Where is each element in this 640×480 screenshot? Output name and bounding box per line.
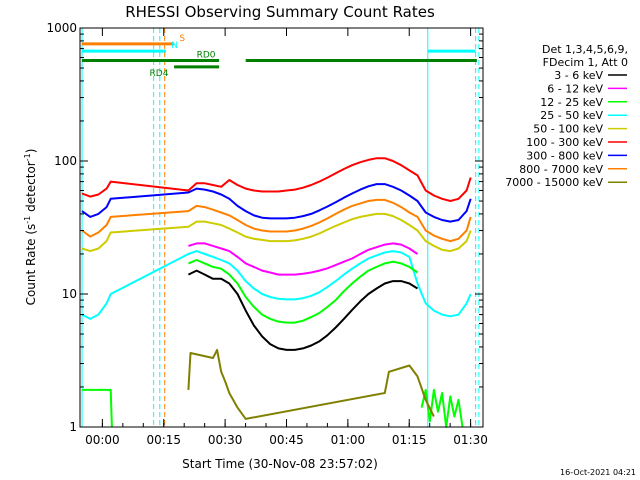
footer-timestamp: 16-Oct-2021 04:21 <box>560 468 636 477</box>
series-line-1 <box>188 242 419 276</box>
legend: Det 1,3,4,5,6,9, FDecim 1, Att 0 3 - 6 k… <box>505 43 628 189</box>
x-tick-label-6: 01:30 <box>453 433 488 447</box>
y-label-main: Count Rate (s <box>24 224 38 306</box>
legend-label-4: 50 - 100 keV <box>533 123 603 136</box>
series-line-3 <box>81 250 472 320</box>
state-label-4: RD4 <box>150 69 169 79</box>
series-line-4 <box>81 212 472 253</box>
plot-area: SN RD0 RD4 <box>81 28 480 428</box>
y-label-mid: detector <box>24 161 38 216</box>
x-tick-label-1: 00:15 <box>146 433 181 447</box>
series-line-8 <box>187 348 435 420</box>
series-line-6 <box>81 183 472 223</box>
chart-title: RHESSI Observing Summary Count Rates <box>125 3 435 21</box>
legend-label-8: 7000 - 15000 keV <box>505 176 603 189</box>
x-tick-label-5: 01:15 <box>392 433 427 447</box>
y-axis-label: Count Rate (s-1 detector-1) <box>23 149 38 306</box>
legend-label-6: 300 - 800 keV <box>526 149 603 162</box>
plot-frame <box>79 27 484 428</box>
legend-label-3: 25 - 50 keV <box>540 109 603 122</box>
state-label-1: N <box>171 41 178 51</box>
legend-header-line2: FDecim 1, Att 0 <box>543 56 628 69</box>
extra-trace-1 <box>420 388 464 428</box>
series-line-2 <box>188 259 419 324</box>
extra-trace-0 <box>82 388 113 428</box>
x-tick-label-2: 00:30 <box>208 433 243 447</box>
series-line-0 <box>187 269 419 351</box>
series-line-7 <box>81 198 472 243</box>
state-label-3: RD0 <box>197 50 216 60</box>
x-tick-label-3: 00:45 <box>269 433 304 447</box>
y-label-sup2: -1 <box>23 153 32 161</box>
y-tick-label-2: 100 <box>54 154 77 168</box>
x-tick-label-0: 00:00 <box>85 433 120 447</box>
y-tick-label-0: 1 <box>69 420 77 434</box>
legend-label-0: 3 - 6 keV <box>554 69 603 82</box>
legend-label-1: 6 - 12 keV <box>547 82 603 95</box>
x-axis-label: Start Time (30-Nov-08 23:57:02) <box>182 457 378 471</box>
x-tick-label-4: 01:00 <box>331 433 366 447</box>
y-axis: 1 10 100 1000 <box>46 21 483 434</box>
series-line-5 <box>81 157 472 202</box>
x-axis: 00:00 00:15 00:30 00:45 01:00 01:15 01:30 <box>85 28 488 447</box>
legend-label-2: 12 - 25 keV <box>540 96 603 109</box>
y-label-end: ) <box>24 149 38 154</box>
legend-header-line1: Det 1,3,4,5,6,9, <box>542 43 628 56</box>
legend-label-5: 100 - 300 keV <box>526 136 603 149</box>
y-tick-label-3: 1000 <box>46 21 77 35</box>
y-tick-label-1: 10 <box>62 287 77 301</box>
legend-label-7: 800 - 7000 keV <box>519 163 603 176</box>
state-label-0: S <box>179 34 185 44</box>
y-label-sup1: -1 <box>23 216 32 224</box>
